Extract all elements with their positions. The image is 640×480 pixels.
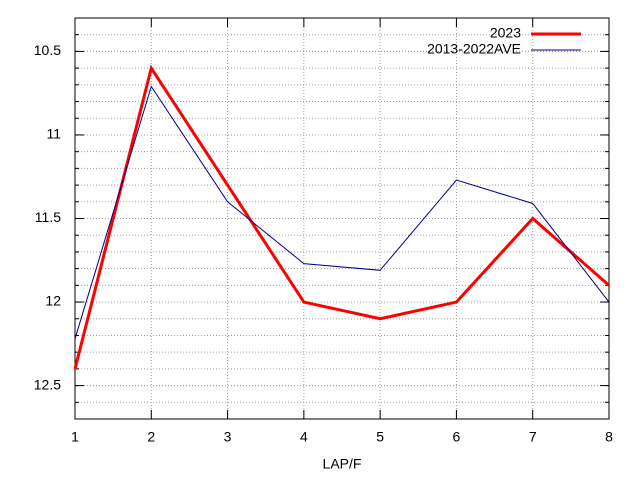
x-tick-label: 7 xyxy=(529,429,537,445)
y-tick-label: 12 xyxy=(45,293,61,309)
y-tick-label: 11 xyxy=(46,126,61,142)
x-tick-label: 5 xyxy=(376,429,384,445)
x-tick-label: 6 xyxy=(453,429,461,445)
series-line xyxy=(74,85,610,339)
x-tick-label: 3 xyxy=(224,429,232,445)
series-line xyxy=(73,64,610,370)
x-axis-label: LAP/F xyxy=(323,456,362,472)
legend-label: 2023 xyxy=(490,25,521,41)
x-tick-label: 1 xyxy=(71,429,79,445)
y-tick-label: 11.5 xyxy=(35,209,61,225)
y-tick-label: 12.5 xyxy=(34,376,61,392)
x-tick-label: 2 xyxy=(147,429,155,445)
x-tick-label: 4 xyxy=(300,429,308,445)
x-tick-label: 8 xyxy=(605,429,613,445)
plot-border xyxy=(74,17,610,420)
legend-label: 2013-2022AVE xyxy=(427,41,521,57)
y-tick-label: 10.5 xyxy=(34,42,61,58)
